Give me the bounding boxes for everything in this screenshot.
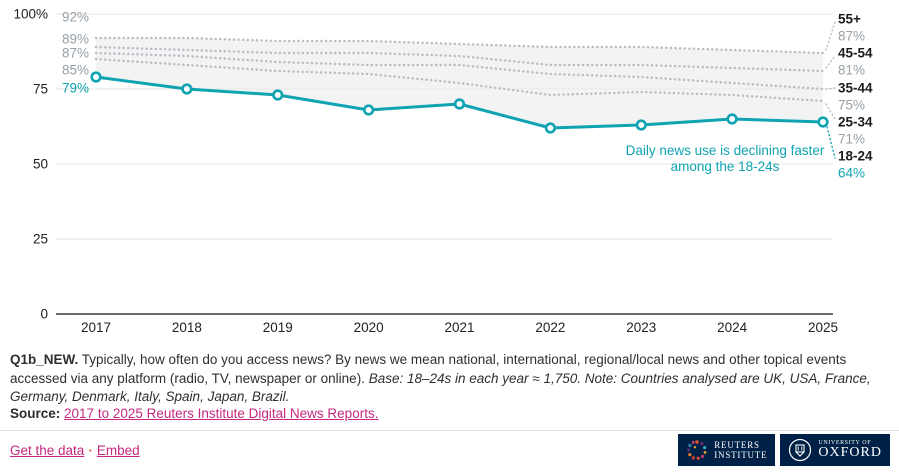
oxford-crest-icon (789, 438, 812, 462)
footer-logos: REUTERS INSTITUTE UNIVERSITY OF OXFORD (678, 434, 890, 466)
line-45-54 (94, 45, 825, 73)
y-axis-tick-label: 25 (33, 232, 48, 247)
reuters-dots-icon (687, 440, 707, 460)
x-axis-tick-label: 2017 (81, 320, 111, 335)
start-label-25-34: 85% (62, 63, 89, 78)
x-axis-tick-label: 2020 (354, 320, 384, 335)
marker-18-24-2022 (544, 122, 556, 134)
marker-18-24-2024 (726, 113, 738, 125)
right-label-18-24: 18-24 (838, 149, 873, 164)
line-35-44 (94, 51, 825, 91)
leader-line (825, 55, 836, 69)
start-label-35-44: 87% (62, 46, 89, 61)
footnote-body: Typically, how often do you access news?… (10, 352, 847, 386)
leader-line (825, 103, 836, 120)
y-axis-tick-label: 100% (13, 7, 48, 22)
right-label-64%: 64% (838, 166, 865, 181)
footer-links: Get the data · Embed (10, 443, 140, 458)
marker-18-24-2018 (181, 83, 193, 95)
reuters-logo-line2: INSTITUTE (714, 450, 768, 460)
marker-18-24-2023 (635, 119, 647, 131)
y-axis-tick-label: 50 (33, 157, 48, 172)
reuters-logo-line1: REUTERS (714, 439, 760, 450)
footnote-question-id: Q1b_NEW. (10, 352, 79, 367)
marker-18-24-2020 (363, 104, 375, 116)
start-label-18-24: 79% (62, 81, 89, 96)
source-link[interactable]: 2017 to 2025 Reuters Institute Digital N… (64, 406, 379, 421)
x-axis-tick-label: 2021 (444, 320, 474, 335)
embed-link[interactable]: Embed (96, 443, 140, 458)
x-axis-tick-label: 2019 (263, 320, 293, 335)
footnote-text: Q1b_NEW. Typically, how often do you acc… (10, 351, 890, 407)
right-label-55+: 55+ (838, 12, 861, 27)
leader-line (825, 21, 836, 51)
start-label-45-54: 89% (62, 32, 89, 47)
right-label-81%: 81% (838, 63, 865, 78)
marker-18-24-2017 (90, 71, 102, 83)
x-axis-tick-label: 2022 (535, 320, 565, 335)
start-label-55+: 92% (62, 10, 89, 25)
right-label-71%: 71% (838, 132, 865, 147)
annotation-line-2: among the 18-24s (671, 159, 780, 174)
oxford-logo-line1: UNIVERSITY OF (818, 440, 872, 446)
x-axis-tick-label: 2024 (717, 320, 748, 335)
source-label: Source: (10, 406, 61, 421)
marker-18-24-2025 (817, 116, 829, 128)
footer-divider (0, 430, 899, 431)
marker-18-24-2019 (272, 89, 284, 101)
footnote-base-note: Base: 18–24s in each year ≈ 1,750. Note:… (10, 370, 871, 405)
right-label-25-34: 25-34 (838, 115, 873, 130)
get-the-data-link[interactable]: Get the data (10, 443, 85, 458)
oxford-logo-text: UNIVERSITY OF OXFORD (818, 440, 882, 460)
y-axis-tick-label: 0 (40, 307, 48, 322)
x-axis-tick-label: 2023 (626, 320, 656, 335)
right-label-35-44: 35-44 (838, 81, 873, 96)
right-label-45-54: 45-54 (838, 46, 873, 61)
source-line: Source: 2017 to 2025 Reuters Institute D… (10, 406, 378, 421)
reuters-institute-logo[interactable]: REUTERS INSTITUTE (678, 434, 776, 466)
chart-svg: 100% 75 50 25 0 2017 2018 2019 2020 2021 2022 2023 2… (13, 7, 873, 336)
leader-line (825, 87, 836, 90)
line-55+ (94, 36, 825, 55)
oxford-logo-line2: OXFORD (818, 445, 882, 460)
link-separator: · (88, 443, 93, 458)
marker-18-24-2021 (453, 98, 466, 110)
x-axis-tick-label: 2018 (172, 320, 202, 335)
right-label-87%: 87% (838, 29, 865, 44)
y-axis-tick-label: 75 (33, 82, 48, 97)
annotation-line-1: Daily news use is declining faster (626, 143, 825, 158)
leader-line (826, 126, 836, 159)
x-axis-tick-label: 2025 (808, 320, 838, 335)
right-label-75%: 75% (838, 98, 865, 113)
reuters-logo-text: REUTERS INSTITUTE (714, 440, 767, 461)
oxford-logo[interactable]: UNIVERSITY OF OXFORD (780, 434, 890, 466)
line-25-34 (94, 57, 825, 103)
